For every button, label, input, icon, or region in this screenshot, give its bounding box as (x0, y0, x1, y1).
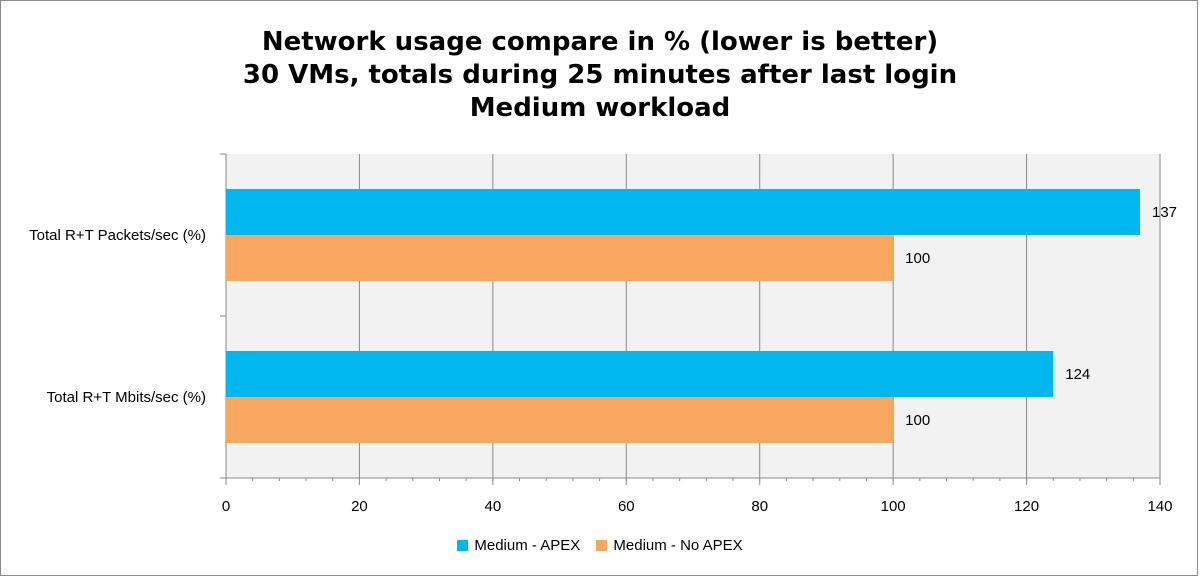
legend-swatch-apex (457, 540, 469, 551)
legend-item-no-apex: Medium - No APEX (596, 537, 743, 554)
legend-item-apex: Medium - APEX (457, 537, 580, 554)
bar-no-apex-1 (226, 397, 894, 443)
y-category-label-0: Total R+T Packets/sec (%) (29, 227, 206, 244)
chart-title-line-1: Network usage compare in % (lower is bet… (261, 27, 939, 57)
x-tick-label-20: 20 (351, 498, 368, 515)
data-label-no-apex-1: 100 (905, 412, 930, 429)
legend-swatch-no-apex (596, 540, 608, 551)
x-tick-label-140: 140 (1147, 498, 1172, 515)
x-tick-label-80: 80 (751, 498, 768, 515)
x-tick-label-40: 40 (485, 498, 502, 515)
x-tick-label-0: 0 (222, 498, 230, 515)
data-label-apex-0: 137 (1152, 204, 1177, 221)
data-label-no-apex-0: 100 (905, 250, 930, 267)
bar-apex-1 (226, 351, 1054, 397)
chart-title-line-3: Medium workload (469, 93, 731, 123)
legend-label-no-apex: Medium - No APEX (613, 537, 743, 554)
bar-no-apex-0 (226, 235, 894, 281)
legend: Medium - APEX Medium - No APEX (0, 537, 1200, 555)
legend-label-apex: Medium - APEX (474, 537, 581, 554)
chart-title: Network usage compare in % (lower is bet… (0, 26, 1200, 125)
x-tick-label-100: 100 (881, 498, 906, 515)
data-label-apex-1: 124 (1065, 366, 1090, 383)
chart-title-line-2: 30 VMs, totals during 25 minutes after l… (242, 60, 958, 90)
y-category-label-1: Total R+T Mbits/sec (%) (47, 389, 206, 406)
x-tick-label-60: 60 (618, 498, 635, 515)
bar-apex-0 (226, 189, 1140, 235)
x-tick-label-120: 120 (1014, 498, 1039, 515)
